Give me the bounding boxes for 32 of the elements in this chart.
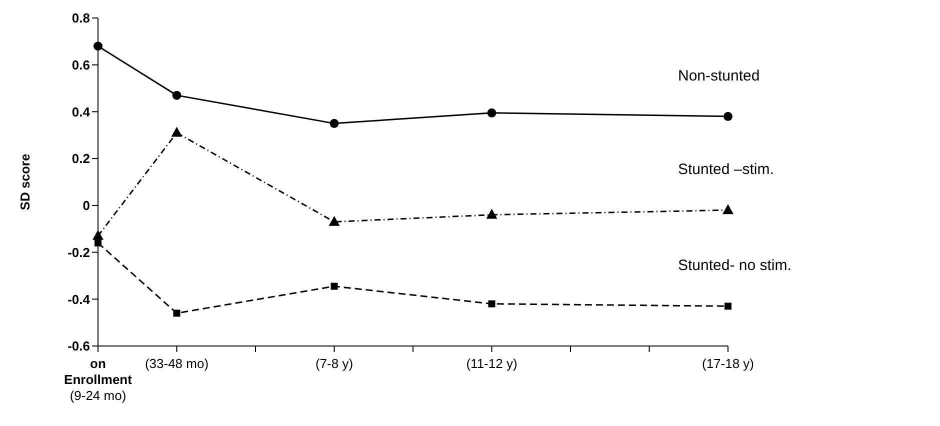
x-tick-label: (7-8 y): [315, 356, 354, 371]
point: [486, 208, 498, 219]
x-tick-label: (11-12 y): [466, 356, 518, 371]
y-tick-label: 0.2: [72, 151, 90, 166]
point: [92, 230, 104, 240]
y-tick-label: -0.4: [68, 292, 91, 307]
y-tick-label: 0.4: [72, 104, 91, 120]
point: [94, 239, 102, 246]
point: [328, 216, 340, 226]
point: [722, 204, 734, 214]
text: Non-stunted: [678, 67, 760, 84]
point: [724, 302, 732, 310]
point: [173, 310, 180, 317]
point: [330, 118, 339, 128]
point: [724, 112, 732, 121]
text: Stunted –stim.: [678, 161, 774, 178]
y-tick-label: 0: [82, 198, 90, 214]
text: Stunted- no stim.: [678, 257, 792, 274]
point: [171, 126, 182, 137]
x-tick-label: (17-18 y): [702, 356, 754, 371]
point: [172, 90, 182, 100]
x-tick-label: (33-48 mo): [144, 356, 209, 371]
y-axis-title: SD score: [18, 154, 33, 210]
y-tick-label: -0.2: [68, 244, 90, 260]
point: [330, 282, 338, 290]
x-tick-label: on Enrollment (9-24 mo): [64, 356, 133, 403]
y-tick-label: 0.8: [72, 10, 90, 26]
point: [487, 108, 496, 118]
y-tick-label: 0.6: [72, 57, 90, 72]
point: [94, 42, 102, 51]
y-tick-label: -0.6: [68, 338, 90, 354]
point: [488, 300, 496, 308]
